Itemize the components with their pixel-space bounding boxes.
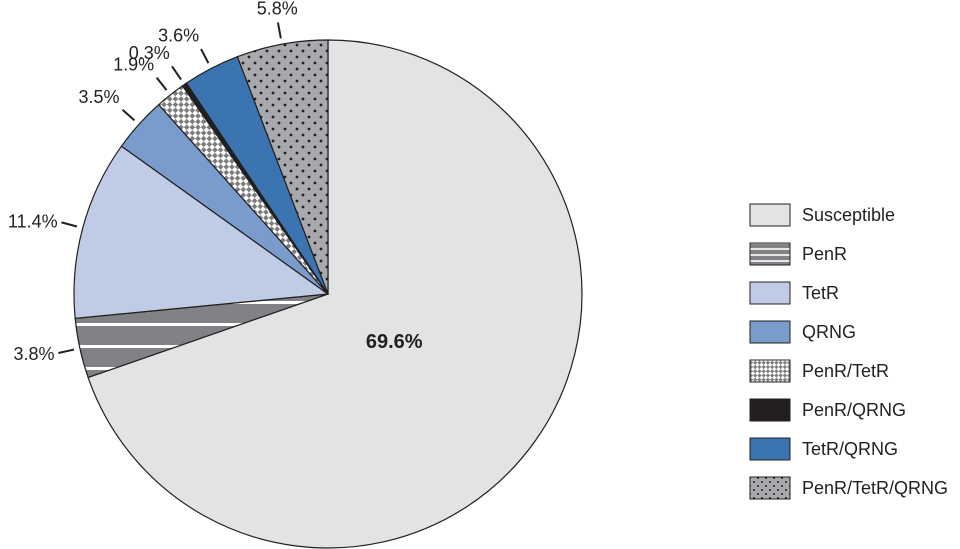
- slice-label-susceptible: 69.6%: [366, 331, 423, 353]
- legend-item-penr-qrng: PenR/QRNG: [749, 398, 906, 422]
- legend-swatch-penr: [749, 242, 791, 266]
- legend: Susceptible PenR TetR QRNG PenR/TetR PenR/QRN…: [749, 203, 948, 500]
- legend-item-tetr: TetR: [749, 281, 839, 305]
- slice-penr-tetr-qrng: [236, 39, 329, 295]
- legend-swatch-penr-qrng: [749, 398, 791, 422]
- legend-label-qrng: QRNG: [802, 322, 856, 342]
- legend-swatch-penr-tetr-qrng: [749, 476, 791, 500]
- legend-item-penr: PenR: [749, 242, 847, 266]
- slice-label-qrng: 3.5%: [79, 87, 120, 107]
- leader-line-penr-tetr: [155, 77, 168, 91]
- legend-label-susceptible: Susceptible: [802, 205, 895, 225]
- leader-line-tetr: [61, 221, 78, 228]
- legend-label-penr-qrng: PenR/QRNG: [802, 400, 906, 420]
- leader-line-penr-qrng: [171, 65, 182, 81]
- slice-label-penr-qrng: 0.3%: [129, 43, 170, 63]
- leader-line-penr: [58, 348, 75, 354]
- legend-swatch-penr-tetr: [749, 359, 791, 383]
- slice-label-tetr: 11.4%: [8, 211, 58, 231]
- legend-label-tetr-qrng: TetR/QRNG: [802, 439, 898, 459]
- legend-label-tetr: TetR: [802, 283, 839, 303]
- legend-item-qrng: QRNG: [749, 320, 856, 344]
- slice-labels: 69.6% 3.8% 11.4% 3.5% 1.9%0.3%3.6% 5.8%: [8, 0, 423, 364]
- legend-item-penr-tetr: PenR/TetR: [749, 359, 889, 383]
- legend-label-penr: PenR: [802, 244, 847, 264]
- slice-susceptible: [87, 39, 583, 549]
- slice-label-tetr-qrng: 3.6%: [158, 25, 199, 45]
- leader-line-qrng: [121, 108, 136, 122]
- legend-swatch-qrng: [749, 320, 791, 344]
- slice-label-penr-tetr-qrng: 5.8%: [257, 0, 298, 19]
- slice-label-penr-tetr: 1.9%: [113, 55, 154, 75]
- leader-lines: [58, 22, 282, 354]
- pie-slices: [73, 39, 583, 549]
- legend-swatch-tetr-qrng: [749, 437, 791, 461]
- legend-label-penr-tetr: PenR/TetR: [802, 361, 889, 381]
- legend-swatch-susceptible: [749, 203, 791, 227]
- legend-label-penr-tetr-qrng: PenR/TetR/QRNG: [802, 478, 948, 498]
- legend-swatch-tetr: [749, 281, 791, 305]
- slice-tetr: [73, 145, 330, 319]
- slice-label-penr: 3.8%: [13, 344, 54, 364]
- leader-line-penr-tetr-qrng: [276, 22, 282, 39]
- legend-item-penr-tetr-qrng: PenR/TetR/QRNG: [749, 476, 948, 500]
- legend-item-susceptible: Susceptible: [749, 203, 895, 227]
- legend-item-tetr-qrng: TetR/QRNG: [749, 437, 898, 461]
- leader-line-tetr-qrng: [200, 48, 210, 64]
